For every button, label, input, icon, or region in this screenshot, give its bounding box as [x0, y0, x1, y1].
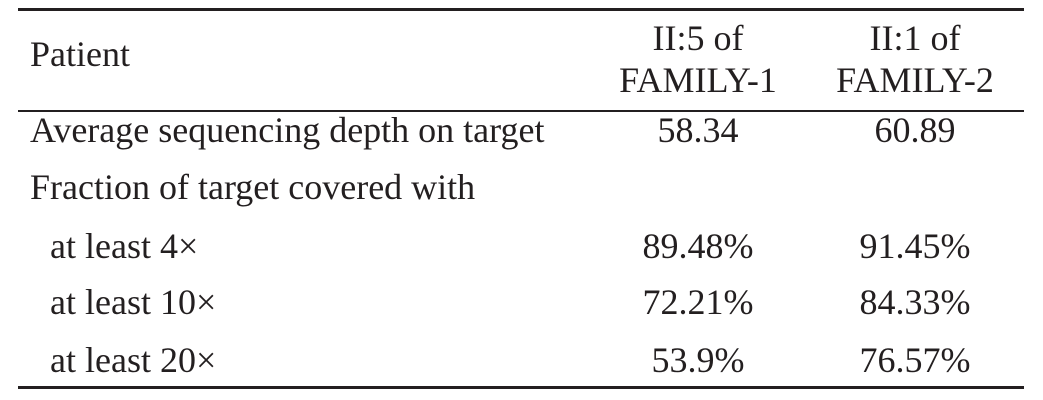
header-patient: Patient	[30, 34, 130, 74]
row-label-avg-depth: Average sequencing depth on target	[30, 110, 545, 150]
cell-4x-family-2: 91.45%	[859, 226, 971, 266]
table-bottom-rule	[18, 386, 1024, 389]
cell-4x-family-1: 89.48%	[642, 226, 754, 266]
header-family-2: II:1 of FAMILY-2	[810, 17, 1020, 101]
header-family-1-line1: II:5 of	[652, 18, 744, 58]
header-family-2-line1: II:1 of	[869, 18, 961, 58]
row-label-at-least-10x: at least 10×	[50, 282, 217, 322]
cell-10x-family-1: 72.21%	[642, 282, 754, 322]
header-family-2-line2: FAMILY-2	[836, 60, 994, 100]
row-label-at-least-20x: at least 20×	[50, 340, 217, 380]
cell-20x-family-2: 76.57%	[859, 340, 971, 380]
row-label-fraction-covered: Fraction of target covered with	[30, 167, 476, 207]
cell-20x-family-1: 53.9%	[651, 340, 745, 380]
table-top-rule	[18, 8, 1024, 11]
header-family-1-line2: FAMILY-1	[619, 60, 777, 100]
row-label-at-least-4x: at least 4×	[50, 226, 199, 266]
cell-10x-family-2: 84.33%	[859, 282, 971, 322]
cell-avg-depth-family-2: 60.89	[874, 110, 956, 150]
header-family-1: II:5 of FAMILY-1	[598, 17, 798, 101]
table-header-rule	[18, 110, 1024, 112]
cell-avg-depth-family-1: 58.34	[657, 110, 739, 150]
